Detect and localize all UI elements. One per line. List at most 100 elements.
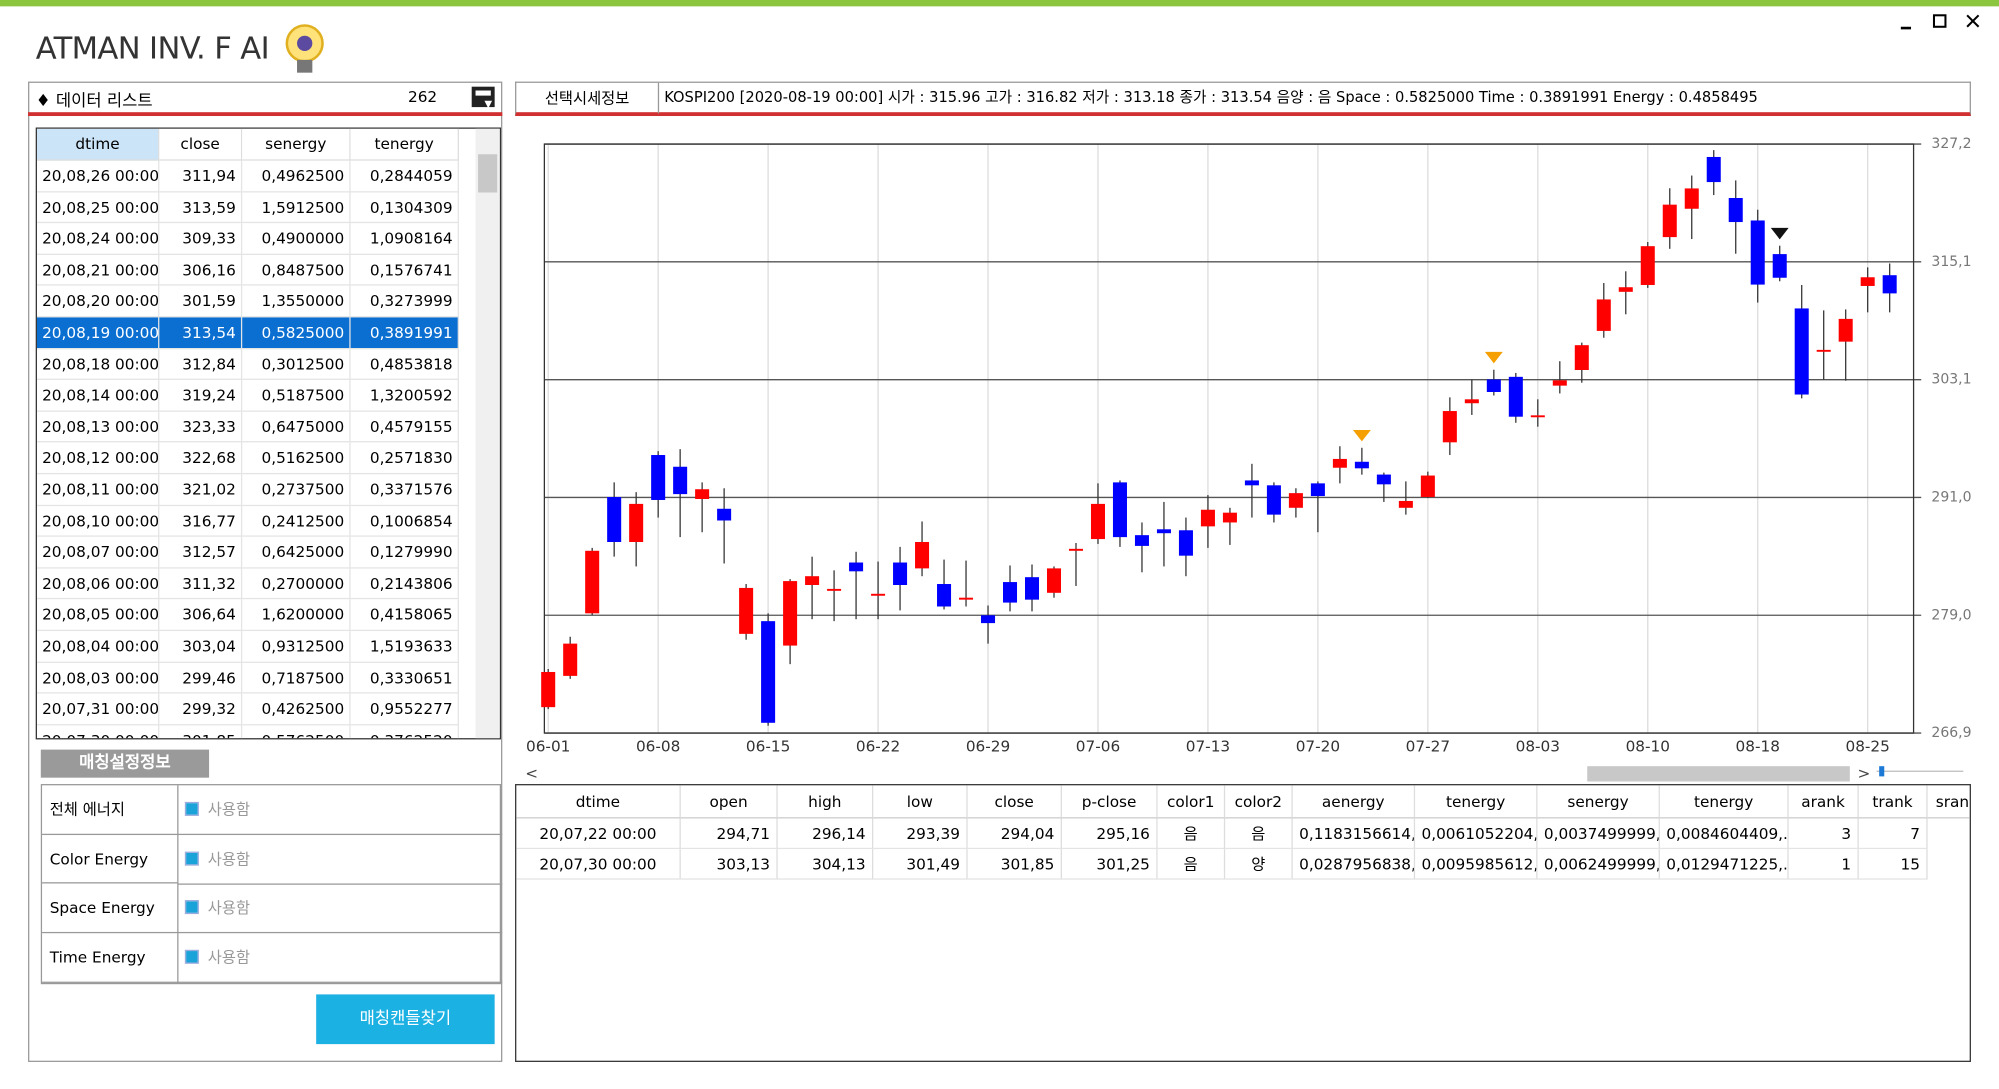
find-button[interactable]: 매칭캔들찾기 bbox=[316, 994, 495, 1045]
candle-body bbox=[1772, 254, 1787, 278]
result-cell: 0,0062499999,... bbox=[1537, 849, 1660, 880]
candle-body bbox=[1640, 246, 1655, 285]
x-tick-label: 07-20 bbox=[1296, 738, 1340, 756]
list-cell: 20,08,04 00:00 bbox=[36, 631, 160, 663]
candle-body bbox=[1134, 535, 1149, 546]
list-cell: 312,84 bbox=[159, 348, 243, 381]
list-cell: 321,02 bbox=[159, 474, 243, 506]
list-cell: 301,85 bbox=[159, 725, 243, 739]
candle-body bbox=[563, 643, 578, 676]
column-header: sran bbox=[1927, 785, 1970, 819]
list-cell: 1,3550000 bbox=[242, 286, 351, 318]
list-cell: 306,16 bbox=[159, 254, 243, 287]
setting-checkbox[interactable] bbox=[184, 801, 199, 816]
left-panel bbox=[28, 81, 503, 1062]
maximize-button[interactable] bbox=[1932, 14, 1947, 28]
candle-body bbox=[1398, 500, 1413, 508]
window-controls bbox=[1900, 14, 1980, 30]
list-cell: 0,3012500 bbox=[242, 348, 351, 381]
result-cell: 0,0129471225,... bbox=[1659, 849, 1789, 880]
candle-body bbox=[1310, 483, 1325, 497]
scroll-left[interactable]: < bbox=[525, 764, 538, 782]
x-tick-label: 08-18 bbox=[1736, 738, 1780, 756]
list-cell: 0,2412500 bbox=[242, 505, 351, 537]
result-cell: 1 bbox=[1788, 849, 1859, 880]
top-accent bbox=[0, 0, 1999, 7]
list-cell: 20,08,12 00:00 bbox=[36, 442, 160, 475]
candle-body bbox=[805, 576, 820, 585]
candle-body bbox=[1618, 287, 1633, 292]
list-cell: 20,08,20 00:00 bbox=[36, 286, 160, 318]
setting-checkbox[interactable] bbox=[184, 851, 199, 866]
candle-body bbox=[827, 588, 842, 591]
list-cell: 319,24 bbox=[159, 380, 243, 412]
x-tick-label: 06-08 bbox=[636, 738, 680, 756]
list-cell: 0,1304309 bbox=[350, 191, 459, 224]
list-cell: 0,9552277 bbox=[350, 693, 459, 726]
setting-value: 사용함 bbox=[207, 948, 251, 967]
result-cell: 15 bbox=[1858, 849, 1928, 880]
candle-body bbox=[937, 584, 952, 607]
candle-body bbox=[651, 455, 666, 500]
candle-body bbox=[1464, 399, 1479, 404]
result-cell: 0,0037499999,... bbox=[1537, 818, 1660, 850]
bulb-icon bbox=[285, 24, 324, 73]
candle-body bbox=[1112, 482, 1127, 538]
column-header: low bbox=[873, 785, 968, 819]
info-bar: 선택시세정보 KOSPI200 [2020-08-19 00:00] 시가 : … bbox=[515, 81, 1971, 117]
list-cell: 0,5825000 bbox=[242, 317, 351, 349]
list-cell: 0,3762520 bbox=[351, 725, 459, 739]
list-cell: 1,0908164 bbox=[350, 223, 459, 255]
candle-body bbox=[1024, 577, 1040, 600]
candle-body bbox=[1816, 349, 1831, 352]
list-cell: 0,4262500 bbox=[242, 693, 351, 726]
candle-body bbox=[1090, 503, 1105, 540]
x-tick-label: 07-13 bbox=[1186, 738, 1230, 756]
list-cell: 20,08,10 00:00 bbox=[36, 505, 160, 537]
list-cell: 313,59 bbox=[159, 191, 243, 224]
setting-label: Color Energy bbox=[42, 834, 179, 884]
info-text: KOSPI200 [2020-08-19 00:00] 시가 : 315.96 … bbox=[664, 87, 1758, 106]
list-cell: 0,6425000 bbox=[242, 536, 351, 569]
scroll-thumb[interactable] bbox=[478, 154, 498, 193]
scroll-right[interactable]: > bbox=[1857, 764, 1870, 782]
column-header: trank bbox=[1858, 785, 1928, 819]
y-tick-label: 266,95 bbox=[1931, 725, 1971, 741]
result-cell: 0,0061052204,... bbox=[1415, 818, 1538, 850]
column-header: open bbox=[680, 785, 778, 819]
settings-tab[interactable]: 매칭설정정보 bbox=[40, 749, 210, 778]
x-tick-label: 06-15 bbox=[746, 738, 790, 756]
list-scrollbar[interactable] bbox=[475, 128, 500, 739]
list-cell: 0,9312500 bbox=[242, 631, 351, 663]
setting-checkbox[interactable] bbox=[184, 949, 199, 964]
result-cell: 음 bbox=[1157, 849, 1226, 880]
column-header: close bbox=[159, 128, 243, 161]
candle-body bbox=[1068, 548, 1084, 551]
candle-body bbox=[1794, 308, 1809, 395]
settings-table: 전체 에너지 사용함 Color Energy 사용함 Space Energy 사용함 T… bbox=[40, 784, 503, 985]
y-tick-label: 315,17 bbox=[1931, 254, 1971, 270]
candle-body bbox=[915, 541, 930, 569]
list-cell: 0,8487500 bbox=[242, 254, 351, 287]
column-header: dtime bbox=[516, 785, 681, 819]
list-cell: 20,08,14 00:00 bbox=[36, 380, 160, 412]
close-button[interactable] bbox=[1966, 14, 1980, 28]
column-header: close bbox=[967, 785, 1062, 819]
x-tick-label: 06-22 bbox=[856, 738, 900, 756]
result-cell: 293,39 bbox=[873, 818, 968, 850]
result-cell: 301,49 bbox=[873, 849, 968, 880]
list-count: 262 bbox=[407, 87, 438, 106]
setting-checkbox[interactable] bbox=[184, 900, 199, 915]
candle-body bbox=[1332, 458, 1347, 468]
list-cell: 0,1279990 bbox=[350, 536, 459, 569]
info-label: 선택시세정보 bbox=[516, 82, 660, 114]
export-icon[interactable] bbox=[469, 83, 500, 114]
candle-body bbox=[1706, 156, 1721, 183]
chart-scroll-thumb[interactable] bbox=[1587, 766, 1850, 782]
candle-body bbox=[695, 489, 710, 499]
y-tick-label: 303,11 bbox=[1931, 372, 1971, 388]
list-cell: 20,08,13 00:00 bbox=[36, 411, 160, 443]
zoom-handle[interactable] bbox=[1879, 766, 1885, 777]
candle-body bbox=[893, 562, 908, 585]
